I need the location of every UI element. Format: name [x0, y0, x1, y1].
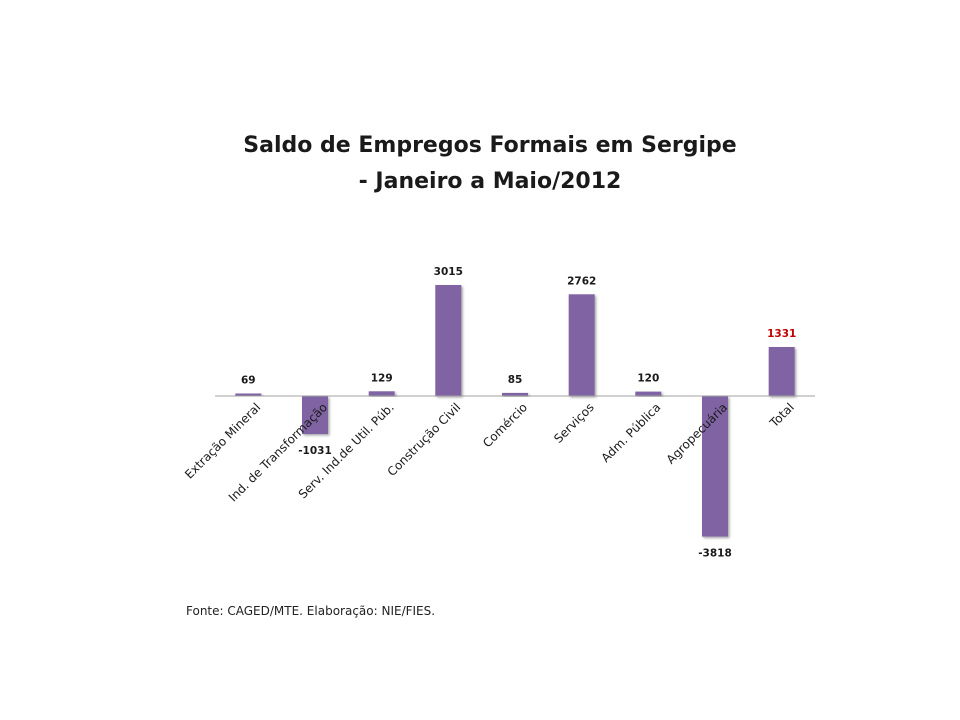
category-label-8: Total	[766, 400, 796, 430]
bar-4	[502, 392, 528, 396]
bar-3	[435, 285, 462, 396]
data-label-1: -1031	[298, 445, 332, 457]
data-labels-layer: 69 -1031 129 3015 85 2762 120 -3818 1331	[241, 266, 796, 560]
data-label-7: -3818	[698, 548, 732, 560]
bar-0	[235, 393, 262, 396]
bars-layer	[235, 285, 795, 537]
data-label-0: 69	[241, 375, 256, 387]
category-label-6: Adm. Pública	[599, 400, 664, 465]
data-label-4: 85	[508, 374, 523, 386]
chart-title: Saldo de Empregos Formais em Sergipe - J…	[0, 128, 960, 200]
category-label-3: Construção Civil	[385, 400, 464, 479]
data-label-6: 120	[637, 373, 659, 385]
category-label-4: Comércio	[480, 400, 530, 450]
bar-2	[368, 391, 395, 396]
bar-5	[568, 294, 595, 396]
data-label-5: 2762	[567, 275, 596, 287]
source-note: Fonte: CAGED/MTE. Elaboração: NIE/FIES.	[186, 604, 436, 618]
bar-6	[635, 391, 662, 396]
bar-8	[768, 347, 795, 396]
data-label-3: 3015	[434, 266, 463, 278]
chart-title-line-1: Saldo de Empregos Formais em Sergipe	[243, 133, 737, 158]
category-label-5: Serviços	[551, 400, 597, 446]
data-label-8: 1331	[767, 328, 796, 340]
chart-title-line-2: - Janeiro a Maio/2012	[358, 169, 622, 194]
bar-1	[302, 396, 328, 434]
data-label-2: 129	[371, 372, 393, 384]
bar-7	[702, 396, 728, 537]
